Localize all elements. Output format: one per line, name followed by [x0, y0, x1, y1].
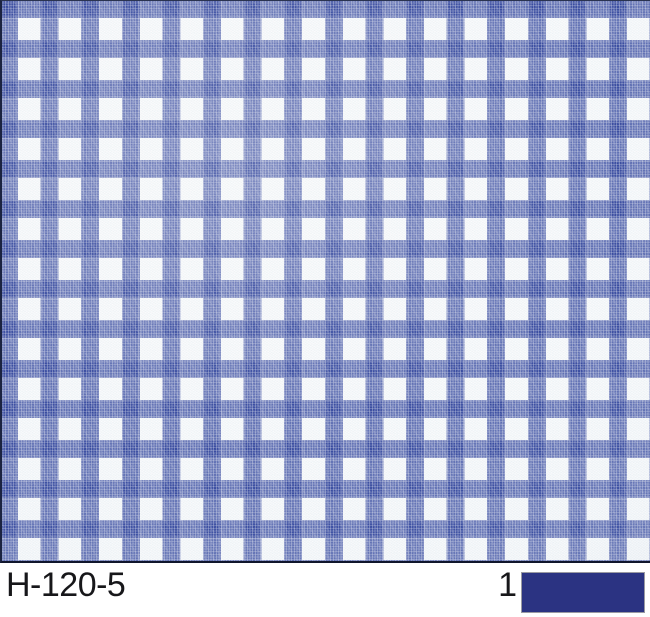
colorway-color-swatch [521, 572, 645, 613]
weft-stripes-layer [0, 0, 650, 563]
pattern-code-label: H-120-5 [6, 566, 126, 604]
warp-edge-soften-layer [0, 0, 650, 563]
weft-edge-soften-layer [0, 0, 650, 563]
fabric-swatch-image [0, 0, 650, 563]
caption-bar: H-120-5 1 [0, 563, 650, 617]
colorway-number-label: 1 [498, 566, 517, 604]
